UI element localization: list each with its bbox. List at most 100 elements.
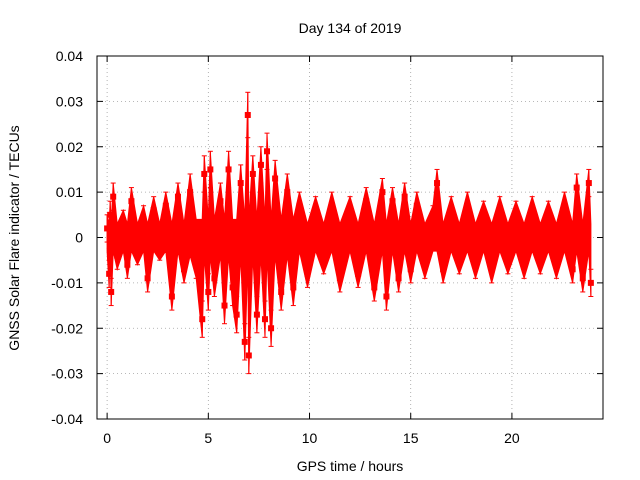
data-point: [413, 202, 420, 209]
data-point: [395, 275, 402, 282]
data-point: [114, 252, 121, 259]
data-point: [229, 284, 236, 291]
y-tick-label: 0.03: [56, 93, 83, 109]
data-point: [304, 270, 311, 277]
data-point: [363, 198, 370, 205]
x-tick-label: 10: [302, 430, 318, 446]
data-point: [407, 266, 414, 273]
data-point: [245, 352, 252, 359]
data-point: [529, 207, 536, 214]
data-point: [284, 189, 291, 196]
y-axis-label: GNSS Solar Flare indicator / TECUs: [6, 125, 22, 350]
data-point: [264, 148, 271, 155]
data-point: [561, 202, 568, 209]
data-point: [587, 279, 594, 286]
y-tick-label: 0: [75, 230, 83, 246]
data-point: [488, 266, 495, 273]
data-point: [429, 216, 436, 223]
data-point: [199, 316, 206, 323]
data-point: [140, 216, 147, 223]
data-point: [347, 207, 353, 214]
data-point: [217, 198, 224, 205]
data-point: [573, 184, 580, 191]
y-tick-label: 0.02: [56, 139, 83, 155]
data-point: [168, 293, 175, 300]
x-tick-label: 0: [103, 430, 111, 446]
data-point: [512, 211, 519, 218]
y-tick-label: 0.01: [56, 184, 83, 200]
data-point: [225, 166, 232, 173]
data-point: [207, 166, 214, 173]
data-point: [128, 198, 135, 205]
data-point: [290, 284, 297, 291]
data-point: [268, 325, 275, 332]
data-point: [193, 257, 200, 264]
axis-ticks: 0 5 10 15 20 -0.04 -0.03 -0.02 -0.01 0 0.01 0.02 0.0…: [51, 48, 603, 446]
data-point: [480, 211, 487, 218]
x-axis-label: GPS time / hours: [297, 458, 404, 474]
data-point: [174, 193, 181, 200]
data-point: [108, 288, 115, 295]
data-point: [110, 193, 117, 200]
data-point: [521, 261, 528, 268]
data-point: [336, 275, 343, 282]
data-point: [120, 220, 127, 227]
data-point: [104, 225, 111, 232]
data-point: [379, 189, 386, 196]
data-point: [253, 311, 260, 318]
data-point: [261, 316, 268, 323]
data-point: [579, 275, 586, 282]
data-point: [205, 288, 212, 295]
data-point: [144, 275, 151, 282]
data-point: [383, 293, 390, 300]
data-point: [272, 175, 279, 182]
data-point: [257, 161, 264, 168]
data-point: [440, 266, 447, 273]
data-point: [162, 202, 169, 209]
data-point: [278, 288, 285, 295]
data-point: [134, 248, 141, 255]
data-point: [156, 243, 163, 250]
y-tick-label: -0.01: [51, 275, 83, 291]
data-point: [241, 338, 248, 345]
data-point: [456, 257, 463, 264]
data-point: [150, 207, 157, 214]
data-point: [107, 211, 114, 218]
y-tick-label: 0.04: [56, 48, 83, 64]
data-point: [106, 270, 113, 277]
data-point: [312, 207, 319, 214]
x-tick-label: 15: [403, 430, 419, 446]
data-point: [464, 202, 471, 209]
data-point: [244, 111, 251, 118]
data-point: [221, 302, 228, 309]
data-point: [472, 261, 479, 268]
data-marks: [104, 91, 594, 375]
data-point: [537, 257, 544, 264]
x-tick-label: 20: [504, 430, 520, 446]
data-point: [320, 257, 327, 264]
y-tick-label: -0.02: [51, 320, 83, 336]
data-point: [569, 266, 576, 273]
data-point: [187, 189, 194, 196]
data-point: [249, 170, 256, 177]
data-point: [504, 257, 511, 264]
data-point: [421, 261, 428, 268]
data-point: [355, 270, 362, 277]
chart-title: Day 134 of 2019: [299, 20, 402, 36]
data-point: [237, 180, 244, 187]
data-point: [401, 193, 408, 200]
data-point: [496, 207, 503, 214]
y-tick-label: -0.03: [51, 366, 83, 382]
data-point: [448, 207, 455, 214]
data-point: [434, 180, 441, 187]
data-point: [233, 311, 240, 318]
x-tick-label: 5: [204, 430, 212, 446]
data-point: [585, 180, 592, 187]
data-point: [201, 170, 208, 177]
data-point: [328, 202, 335, 209]
data-point: [371, 284, 378, 291]
data-point: [389, 198, 396, 205]
data-point: [181, 266, 188, 273]
y-tick-label: -0.04: [51, 411, 83, 427]
